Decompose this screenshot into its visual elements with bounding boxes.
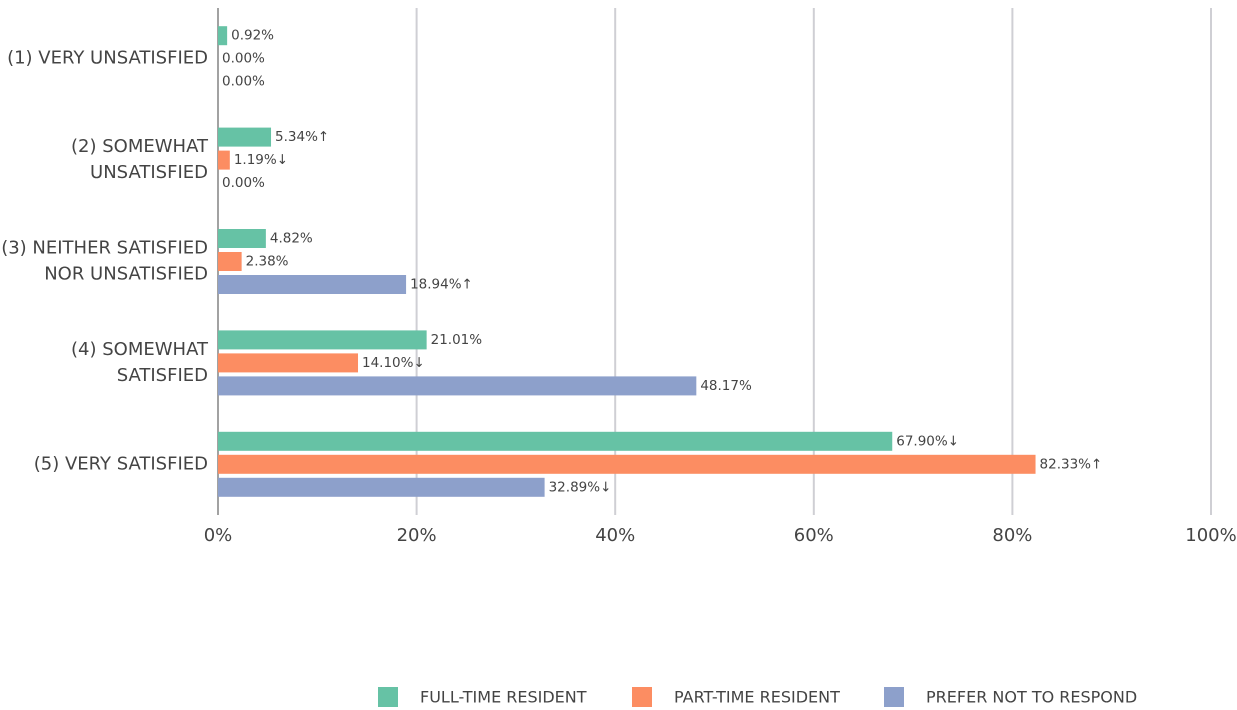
bar bbox=[218, 229, 266, 248]
bar bbox=[218, 376, 697, 396]
legend-swatch bbox=[378, 687, 398, 707]
value-label: 0.92% bbox=[231, 28, 274, 44]
value-label: 1.19%↓ bbox=[234, 152, 288, 168]
value-label: 0.00% bbox=[222, 74, 265, 90]
bar bbox=[218, 275, 407, 294]
x-tick-label: 100% bbox=[1185, 525, 1236, 546]
value-label: 0.00% bbox=[222, 175, 265, 191]
value-label: 18.94%↑ bbox=[410, 277, 473, 293]
bar bbox=[218, 252, 242, 271]
value-label: 32.89%↓ bbox=[549, 479, 612, 495]
value-label: 21.01% bbox=[431, 332, 483, 348]
bar bbox=[218, 150, 230, 170]
bar bbox=[218, 477, 545, 497]
value-label: 0.00% bbox=[222, 51, 265, 67]
bar bbox=[218, 431, 893, 451]
category-label: (1) VERY UNSATISFIED bbox=[7, 48, 208, 69]
x-tick-label: 80% bbox=[992, 525, 1032, 546]
value-label: 82.33%↑ bbox=[1040, 456, 1103, 472]
category-label: (4) SOMEWHAT SATISFIED bbox=[71, 339, 209, 386]
x-tick-label: 60% bbox=[794, 525, 834, 546]
x-tick-label: 0% bbox=[204, 525, 233, 546]
legend-label: PART-TIME RESIDENT bbox=[674, 688, 840, 707]
value-label: 48.17% bbox=[700, 378, 752, 394]
value-label: 5.34%↑ bbox=[275, 129, 329, 145]
value-label: 2.38% bbox=[246, 254, 289, 270]
x-tick-label: 20% bbox=[397, 525, 437, 546]
category-label: (2) SOMEWHAT UNSATISFIED bbox=[71, 136, 209, 183]
bar bbox=[218, 127, 272, 147]
bar bbox=[218, 454, 1036, 474]
legend-label: PREFER NOT TO RESPOND bbox=[926, 688, 1137, 707]
bar bbox=[218, 330, 427, 350]
legend-label: FULL-TIME RESIDENT bbox=[420, 688, 587, 707]
category-label: (5) VERY SATISFIED bbox=[34, 453, 208, 474]
value-label: 14.10%↓ bbox=[362, 355, 425, 371]
bar bbox=[218, 353, 359, 373]
bar bbox=[218, 26, 228, 46]
legend-swatch bbox=[884, 687, 904, 707]
category-label: (3) NEITHER SATISFIED NOR UNSATISFIED bbox=[1, 238, 208, 285]
x-tick-label: 40% bbox=[595, 525, 635, 546]
value-label: 4.82% bbox=[270, 231, 313, 247]
legend-swatch bbox=[632, 687, 652, 707]
value-label: 67.90%↓ bbox=[896, 433, 959, 449]
